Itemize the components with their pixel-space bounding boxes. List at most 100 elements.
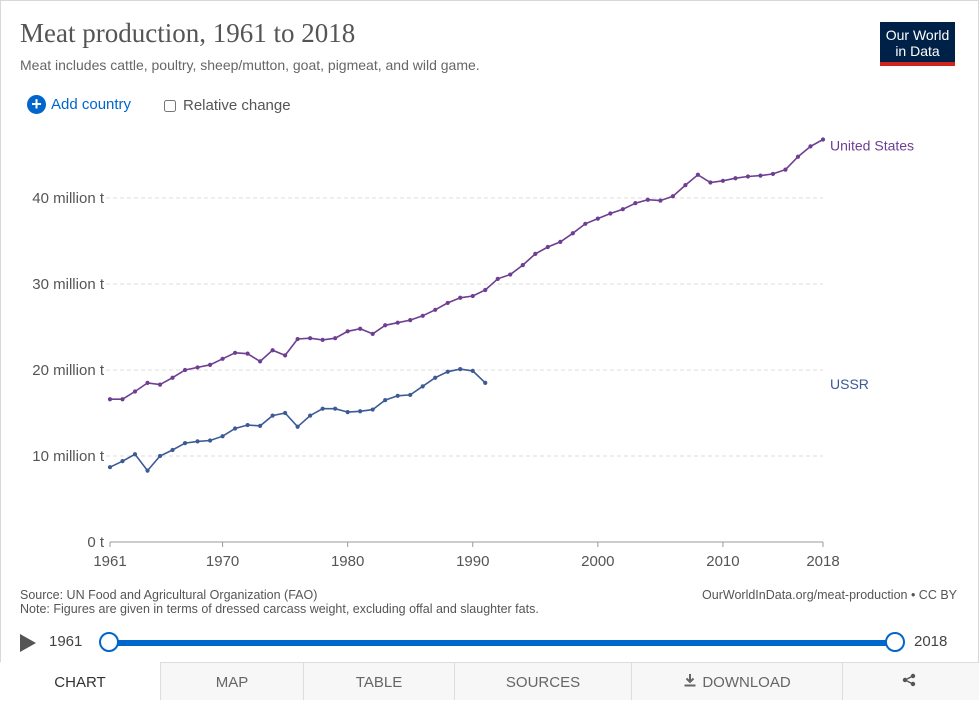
download-icon xyxy=(683,663,697,703)
owid-logo[interactable]: Our World in Data xyxy=(880,22,955,66)
x-tick-label: 2018 xyxy=(806,553,839,570)
series-label-ussr: USSR xyxy=(830,376,869,392)
data-point-united-states xyxy=(195,365,200,370)
data-point-united-states xyxy=(308,336,313,341)
data-point-united-states xyxy=(745,174,751,179)
data-point-ussr xyxy=(270,413,275,418)
note-text: Note: Figures are given in terms of dres… xyxy=(20,602,539,616)
relative-change-toggle[interactable]: Relative change xyxy=(164,97,291,114)
data-point-united-states xyxy=(132,389,138,394)
data-point-ussr xyxy=(345,410,350,415)
data-point-united-states xyxy=(333,336,338,341)
data-point-united-states xyxy=(720,178,726,183)
timeline-start-handle[interactable] xyxy=(99,632,119,652)
data-point-united-states xyxy=(395,320,400,325)
data-point-united-states xyxy=(508,272,513,277)
data-point-united-states xyxy=(358,326,363,331)
data-point-united-states xyxy=(683,183,688,188)
source-text: Source: UN Food and Agricultural Organiz… xyxy=(20,588,318,602)
data-point-united-states xyxy=(458,295,463,300)
data-point-ussr xyxy=(283,410,288,416)
data-point-united-states xyxy=(695,172,701,177)
timeline-track[interactable] xyxy=(110,640,895,646)
data-point-united-states xyxy=(408,318,413,323)
data-point-ussr xyxy=(370,407,375,412)
source-url-link[interactable]: OurWorldInData.org/meat-production • CC … xyxy=(702,588,957,602)
data-point-united-states xyxy=(170,375,175,380)
data-point-united-states xyxy=(520,262,525,268)
tab-map[interactable]: MAP xyxy=(160,662,303,700)
tab-sources[interactable]: SOURCES xyxy=(454,662,631,700)
data-point-united-states xyxy=(795,154,801,159)
x-tick-label: 1961 xyxy=(93,553,126,570)
play-icon[interactable] xyxy=(20,634,36,652)
data-point-united-states xyxy=(107,397,113,402)
tab-download[interactable]: DOWNLOAD xyxy=(631,662,842,700)
logo-line-1: Our World xyxy=(885,27,950,43)
timeline-end-label: 2018 xyxy=(914,633,948,650)
chart-title: Meat production, 1961 to 2018 xyxy=(20,18,356,48)
series-line-ussr xyxy=(109,368,486,472)
data-point-united-states xyxy=(120,397,125,402)
line-chart: 0 t 10 million t 20 million t 30 million t 4… xyxy=(32,137,914,570)
data-point-ussr xyxy=(458,367,463,372)
relative-change-checkbox[interactable] xyxy=(164,99,176,112)
data-point-ussr xyxy=(383,398,388,403)
data-point-united-states xyxy=(320,337,325,342)
plus-circle-icon: + xyxy=(27,95,46,114)
relative-change-label: Relative change xyxy=(183,97,291,114)
data-point-united-states xyxy=(220,356,225,361)
data-point-united-states xyxy=(207,362,213,367)
data-point-ussr xyxy=(358,409,363,414)
data-point-ussr xyxy=(295,424,300,429)
data-point-united-states xyxy=(670,194,675,199)
data-point-united-states xyxy=(232,350,238,355)
x-tick-label: 1970 xyxy=(206,553,239,570)
data-point-ussr xyxy=(408,392,413,398)
timeline: 1961 2018 xyxy=(0,628,979,658)
chart-subtitle: Meat includes cattle, poultry, sheep/mut… xyxy=(20,57,480,73)
data-point-united-states xyxy=(708,180,713,185)
data-point-ussr xyxy=(333,406,338,411)
data-point-ussr xyxy=(245,422,250,428)
data-point-united-states xyxy=(608,211,613,216)
tab-bar: CHART MAP TABLE SOURCES DOWNLOAD xyxy=(0,662,979,700)
data-point-united-states xyxy=(783,167,788,172)
data-point-ussr xyxy=(470,368,475,373)
data-point-ussr xyxy=(420,384,425,389)
data-point-united-states xyxy=(270,348,275,353)
data-point-united-states xyxy=(758,173,763,178)
tab-chart[interactable]: CHART xyxy=(0,662,160,700)
tab-table[interactable]: TABLE xyxy=(303,662,454,700)
data-point-ussr xyxy=(170,447,175,453)
add-country-label: Add country xyxy=(51,96,132,113)
data-point-united-states xyxy=(383,323,388,328)
data-point-ussr xyxy=(195,439,200,444)
share-icon xyxy=(902,663,916,703)
y-tick-label: 0 t xyxy=(87,534,105,551)
data-point-united-states xyxy=(558,239,563,244)
data-point-ussr xyxy=(445,369,450,374)
data-point-united-states xyxy=(420,313,425,318)
data-point-united-states xyxy=(620,207,625,212)
data-point-united-states xyxy=(733,176,738,181)
data-point-united-states xyxy=(645,197,650,202)
data-point-ussr xyxy=(232,426,238,431)
series-label-united-states: United States xyxy=(830,138,914,154)
timeline-start-label: 1961 xyxy=(49,633,83,650)
timeline-end-handle[interactable] xyxy=(885,632,905,652)
data-point-ussr xyxy=(308,413,313,418)
data-point-united-states xyxy=(245,351,250,356)
data-point-ussr xyxy=(157,453,163,459)
data-point-ussr xyxy=(132,452,138,457)
data-point-united-states xyxy=(445,300,450,306)
data-point-united-states xyxy=(820,137,826,142)
series-line-united-states xyxy=(110,138,824,401)
tab-share[interactable] xyxy=(842,662,979,700)
data-point-united-states xyxy=(157,382,163,387)
add-country-button[interactable]: + Add country xyxy=(27,95,131,114)
data-point-united-states xyxy=(533,251,538,256)
y-tick-label: 40 million t xyxy=(32,190,105,207)
y-tick-label: 10 million t xyxy=(32,448,105,465)
x-tick-label: 1990 xyxy=(456,553,489,570)
